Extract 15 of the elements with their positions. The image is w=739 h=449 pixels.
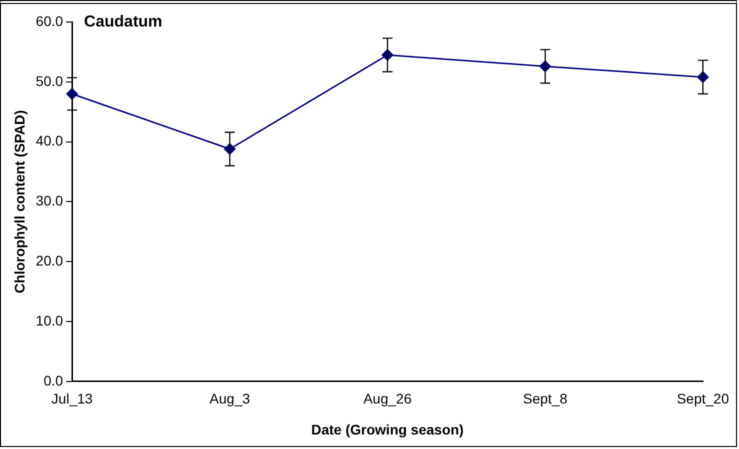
y-axis-title: Chlorophyll content (SPAD) — [11, 110, 28, 294]
x-tick-label: Aug_26 — [363, 390, 412, 407]
x-tick-label: Sept_8 — [523, 390, 568, 407]
y-tick-label: 0.0 — [44, 372, 64, 388]
y-tick-label: 20.0 — [36, 252, 64, 268]
y-tick-label: 40.0 — [36, 132, 64, 149]
y-tick-label: 50.0 — [36, 72, 64, 89]
x-axis-title: Date (Growing season) — [311, 421, 464, 438]
x-tick-label: Aug_3 — [210, 390, 250, 407]
chart-title: Caudatum — [84, 13, 162, 30]
x-tick-label: Sept_20 — [676, 390, 730, 407]
x-tick-label: Jul_13 — [51, 390, 93, 407]
y-tick-label: 60.0 — [36, 12, 64, 29]
y-tick-label: 30.0 — [36, 192, 64, 209]
y-tick-label: 10.0 — [36, 312, 64, 328]
